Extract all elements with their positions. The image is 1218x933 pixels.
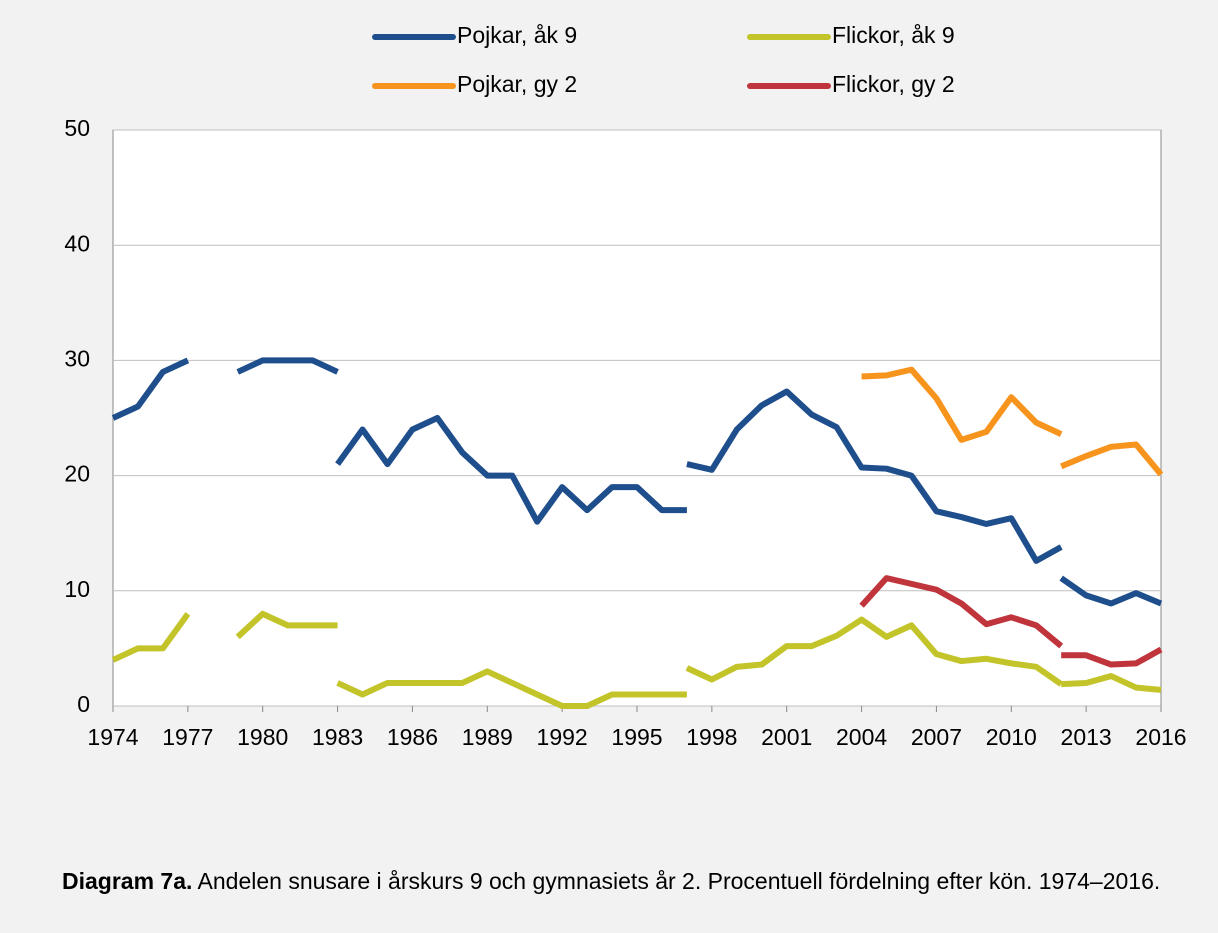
y-tick-label: 40 — [64, 230, 90, 256]
x-tick-label: 2010 — [986, 724, 1037, 750]
legend-label: Pojkar, gy 2 — [457, 71, 577, 97]
series-line — [859, 575, 1163, 668]
x-tick-label: 1992 — [537, 724, 588, 750]
x-tick-label: 1974 — [87, 724, 138, 750]
x-tick-label: 1986 — [387, 724, 438, 750]
x-tick-label: 1995 — [611, 724, 662, 750]
x-tick-label: 1983 — [312, 724, 363, 750]
series-line — [111, 357, 1163, 607]
caption: Diagram 7a. Andelen snusare i årskurs 9 … — [62, 866, 1202, 896]
x-tick-label: 1998 — [686, 724, 737, 750]
legend-label: Flickor, åk 9 — [832, 22, 955, 48]
y-tick-label: 50 — [64, 115, 90, 141]
x-tick-label: 2016 — [1135, 724, 1186, 750]
x-tick-label: 2001 — [761, 724, 812, 750]
x-tick-label: 2004 — [836, 724, 887, 750]
caption-bold: Diagram 7a. — [62, 868, 193, 894]
x-tick-label: 1977 — [162, 724, 213, 750]
legend-label: Pojkar, åk 9 — [457, 22, 577, 48]
caption-text: Andelen snusare i årskurs 9 och gymnasie… — [192, 868, 1161, 894]
plot-area — [112, 129, 1162, 707]
y-tick-label: 10 — [64, 576, 90, 602]
legend-label: Flickor, gy 2 — [832, 71, 955, 97]
series-line — [111, 610, 1162, 709]
y-tick-label: 0 — [77, 691, 90, 717]
y-tick-label: 30 — [64, 345, 90, 371]
x-tick-label: 1980 — [237, 724, 288, 750]
chart: 0 10 20 30 40 50 1974 1977 1980 1983 1986 1989 1992 1… — [64, 22, 1186, 750]
x-tick-label: 2007 — [911, 724, 962, 750]
x-tick-label: 1989 — [462, 724, 513, 750]
x-tick-label: 2013 — [1061, 724, 1112, 750]
series-line — [861, 366, 1164, 477]
y-tick-label: 20 — [64, 461, 90, 487]
